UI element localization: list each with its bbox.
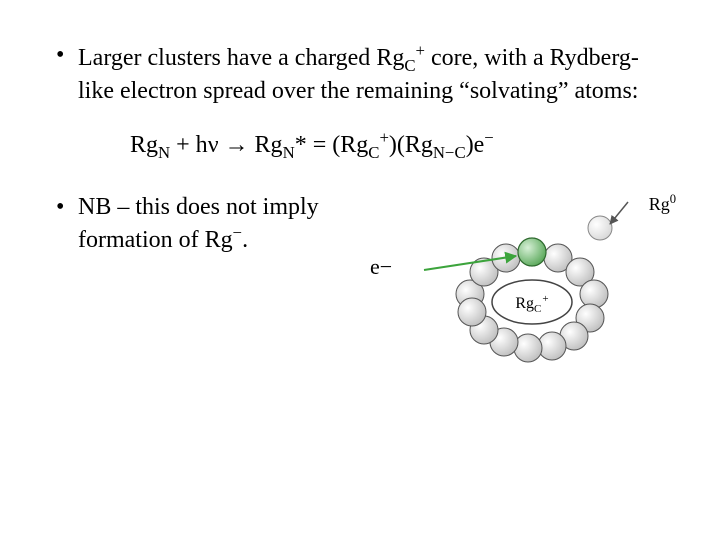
bullet-list-2: NB – this does not imply formation of Rg… — [50, 192, 350, 256]
b2-rg: Rg — [205, 227, 233, 253]
solvating-atom — [458, 298, 486, 326]
eq-close: )e — [466, 132, 485, 158]
electron-label: e− — [370, 254, 392, 280]
bullet-1: Larger clusters have a charged RgC+ core… — [50, 40, 670, 107]
b1-sub-c: C — [404, 56, 415, 75]
eq-sub-nmc: N−C — [433, 143, 466, 162]
left-column: NB – this does not imply formation of Rg… — [50, 192, 350, 274]
b1-sup-plus: + — [416, 41, 425, 60]
eq-mid: )( — [389, 132, 405, 158]
eq-rg1: Rg — [130, 132, 158, 158]
b2-text-1: NB – this does not imply formation of — [78, 194, 319, 254]
eq-sup-minus: − — [484, 128, 493, 147]
eq-sub-c: C — [368, 143, 379, 162]
cluster-diagram: RgC+ — [410, 184, 640, 384]
solvating-atom — [580, 280, 608, 308]
eq-plus: + h — [170, 132, 208, 158]
right-column: e− Rg0 — [360, 192, 670, 392]
slide-root: Larger clusters have a charged RgC+ core… — [0, 0, 720, 540]
neutral-atom — [588, 216, 612, 240]
eq-sub-n2: N — [283, 143, 295, 162]
equation: RgN + hν → RgN* = (RgC+)(RgN−C)e− — [130, 127, 670, 164]
b2-sup-minus: − — [233, 223, 242, 242]
diagram-svg: RgC+ — [410, 184, 640, 384]
eq-rg2: Rg — [255, 132, 283, 158]
eq-rg3: Rg — [340, 132, 368, 158]
b1-rg: Rg — [376, 45, 404, 71]
bullet-2: NB – this does not imply formation of Rg… — [50, 192, 350, 256]
bullet-list: Larger clusters have a charged RgC+ core… — [50, 40, 670, 107]
electron-atom — [518, 238, 546, 266]
eq-arrow: → — [219, 132, 255, 158]
eq-star: * — [295, 132, 307, 158]
eq-eq: = ( — [307, 132, 341, 158]
eq-nu: ν — [208, 132, 219, 158]
eq-sup-plus: + — [379, 128, 388, 147]
neutral-arrow — [610, 202, 628, 224]
rg0-pre: Rg — [649, 194, 670, 214]
eq-sub-n1: N — [158, 143, 170, 162]
row-2: NB – this does not imply formation of Rg… — [50, 192, 670, 392]
eq-rg4: Rg — [405, 132, 433, 158]
b2-text-2: . — [242, 227, 248, 253]
rg0-sup: 0 — [670, 192, 676, 206]
b1-text-1: Larger clusters have a charged — [78, 45, 376, 71]
rg0-label: Rg0 — [649, 192, 676, 215]
solvating-atom — [514, 334, 542, 362]
